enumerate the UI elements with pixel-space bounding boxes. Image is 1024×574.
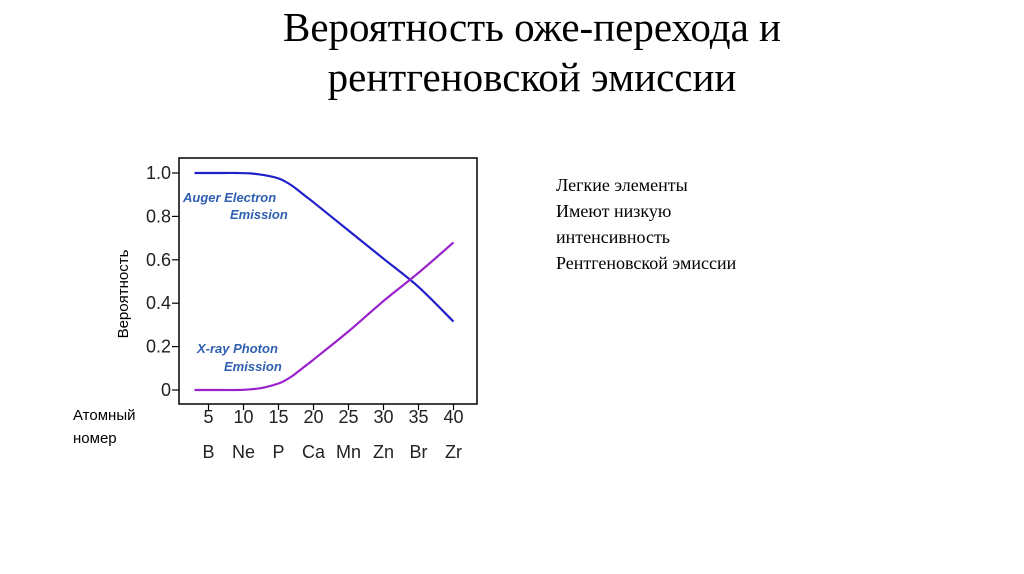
xray-series-label-line1: X-ray Photon (196, 341, 278, 356)
plot-frame (178, 157, 478, 405)
y-tick-label: 0.2 (146, 337, 171, 357)
side-note-line: Легкие элементы (556, 175, 688, 195)
element-label: P (272, 442, 284, 462)
element-label: Mn (336, 442, 361, 462)
side-note: Легкие элементы Имеют низкую интенсивнос… (556, 172, 736, 276)
element-label: B (202, 442, 214, 462)
y-tick-label: 0.6 (146, 250, 171, 270)
y-tick-label: 1.0 (146, 163, 171, 183)
x-tick-label: 30 (373, 407, 393, 427)
xray-series-label-line2: Emission (224, 359, 282, 374)
x-axis-title-line2: номер (73, 430, 117, 447)
element-label: Zr (445, 442, 462, 462)
auger-series-label-line2: Emission (230, 207, 288, 222)
x-tick-label: 25 (338, 407, 358, 427)
x-tick-label: 40 (443, 407, 463, 427)
slide-title: Вероятность оже-перехода и рентгеновской… (150, 2, 914, 102)
y-tick-label: 0.4 (146, 293, 171, 313)
element-label: Ne (232, 442, 255, 462)
y-axis-title: Вероятность (115, 249, 132, 338)
series-lines (194, 171, 455, 392)
x-axis: 5 B 10 Ne 15 P 20 Ca 25 Mn 30 Zn 35 Br 40 Zr (202, 404, 464, 462)
element-label: Zn (373, 442, 394, 462)
x-tick-label: 35 (408, 407, 428, 427)
x-tick-label: 10 (233, 407, 253, 427)
auger-electron-line (194, 171, 455, 323)
slide-title-line: Вероятность оже-перехода и (283, 4, 781, 50)
x-tick-label: 5 (203, 407, 213, 427)
x-tick-label: 15 (268, 407, 288, 427)
auger-series-label-line1: Auger Electron (182, 190, 276, 205)
y-axis: 0 0.2 0.4 0.6 0.8 1.0 (146, 163, 179, 400)
x-tick-label: 20 (303, 407, 323, 427)
side-note-line: Имеют низкую (556, 201, 672, 221)
slide-title-line: рентгеновской эмиссии (327, 54, 737, 100)
y-tick-label: 0 (161, 380, 171, 400)
x-axis-title-line1: Атомный (73, 407, 135, 424)
side-note-line: Рентгеновской эмиссии (556, 253, 737, 273)
side-note-line: интенсивность (556, 227, 671, 247)
element-label: Ca (302, 442, 326, 462)
element-label: Br (410, 442, 428, 462)
xray-photon-line (194, 241, 455, 392)
y-tick-label: 0.8 (146, 206, 171, 226)
